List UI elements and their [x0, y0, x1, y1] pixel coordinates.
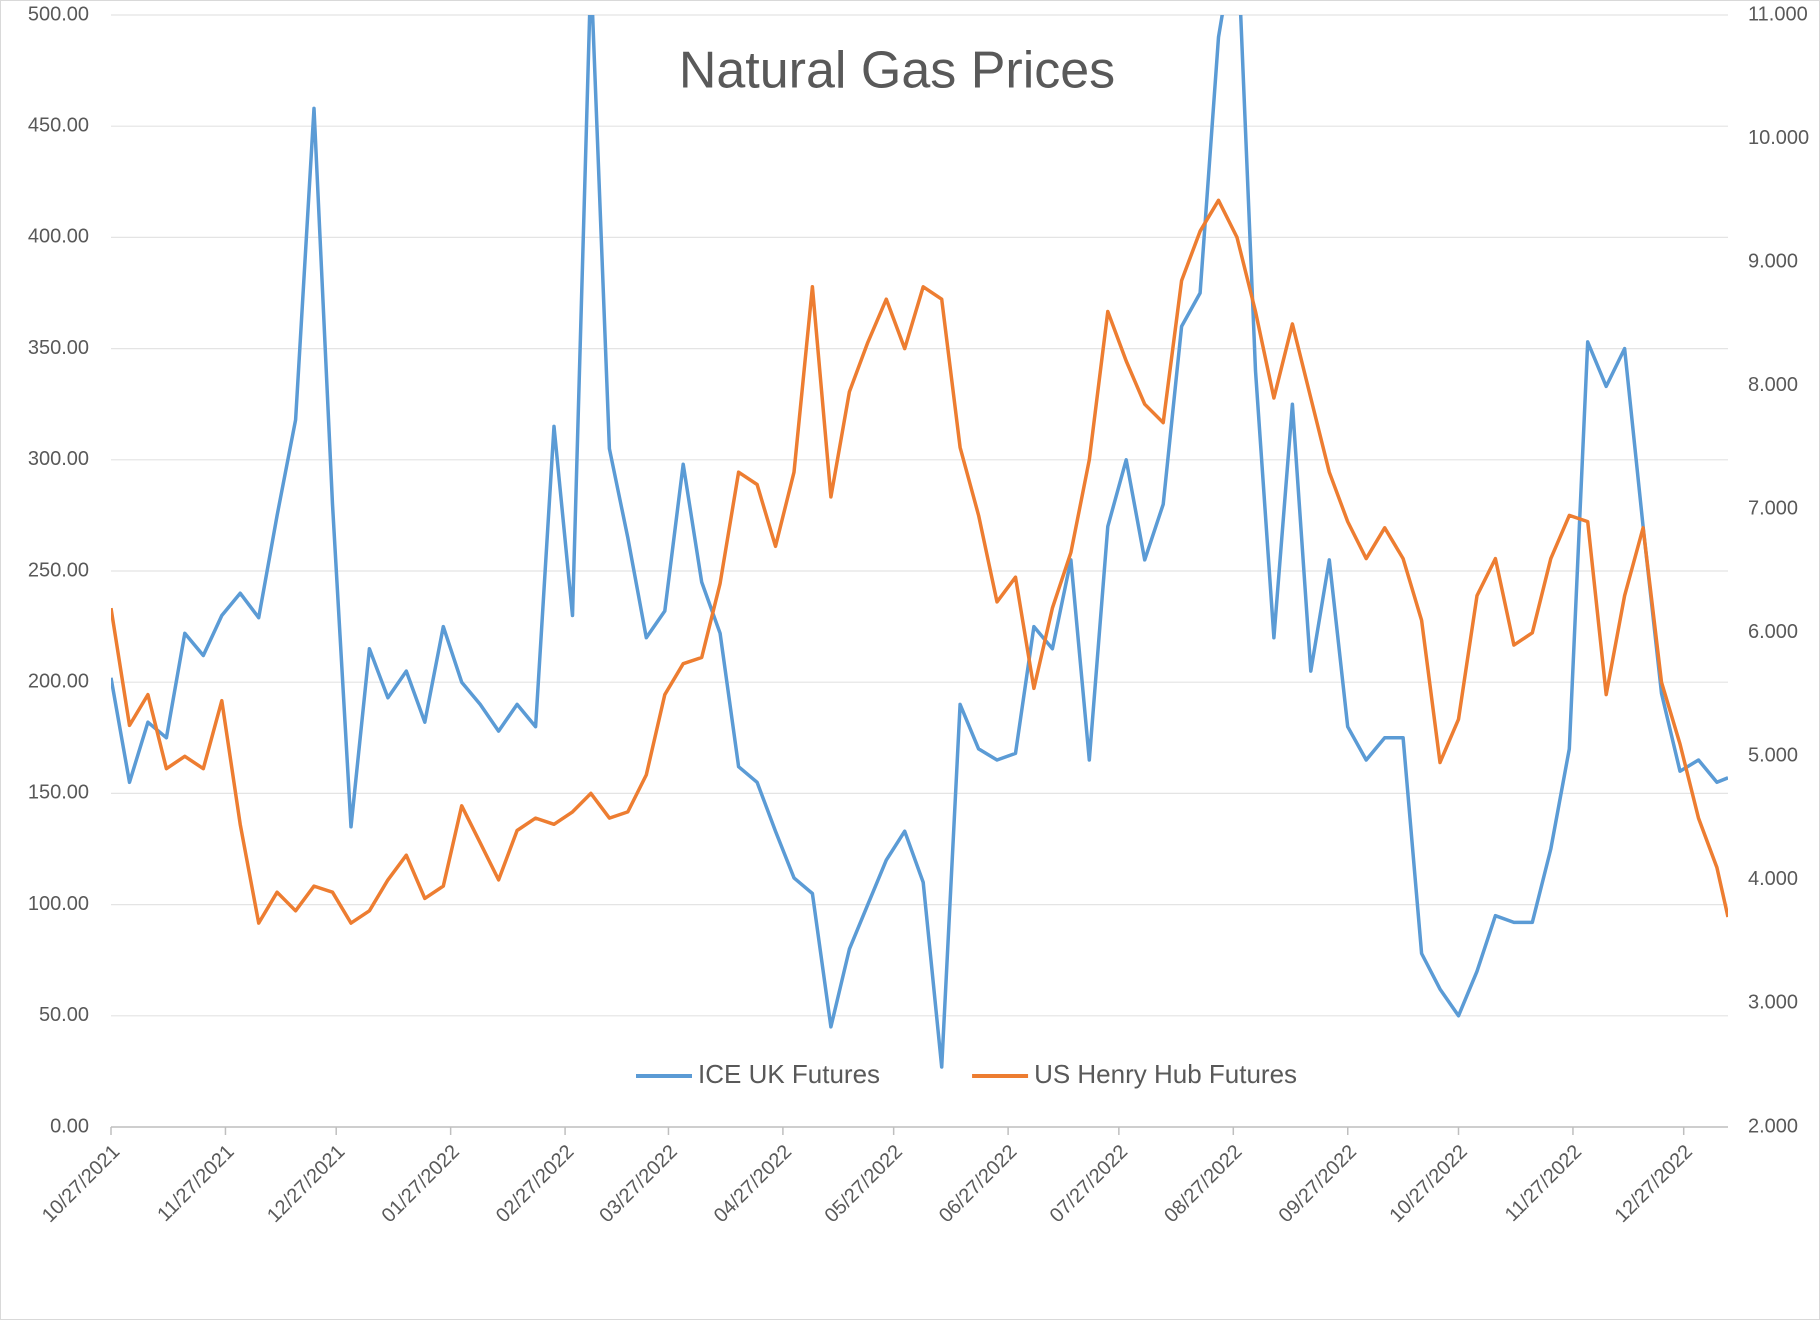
y-tick-label: 0.00	[50, 1115, 89, 1137]
y-tick-label: 100.00	[28, 893, 89, 915]
y-tick-label: 300.00	[28, 448, 89, 470]
legend-label: US Henry Hub Futures	[1034, 1059, 1297, 1089]
y2-tick-label: 9.000	[1748, 250, 1798, 272]
y2-tick-label: 7.000	[1748, 498, 1798, 520]
y2-tick-label: 4.000	[1748, 868, 1798, 890]
series-line	[111, 15, 1728, 1069]
y-tick-label: 400.00	[28, 226, 89, 248]
y2-tick-label: 6.000	[1748, 621, 1798, 643]
y2-tick-label: 5.000	[1748, 745, 1798, 767]
y-tick-label: 200.00	[28, 670, 89, 692]
y2-tick-label: 3.000	[1748, 992, 1798, 1014]
legend-label: ICE UK Futures	[698, 1059, 880, 1089]
y2-tick-label: 11.000	[1748, 3, 1808, 25]
y2-tick-label: 2.000	[1748, 1115, 1798, 1137]
y-tick-label: 500.00	[28, 3, 89, 25]
y-tick-label: 50.00	[39, 1004, 89, 1026]
series-line	[111, 198, 1728, 925]
y2-tick-label: 8.000	[1748, 374, 1798, 396]
y-tick-label: 150.00	[28, 782, 89, 804]
chart-title: Natural Gas Prices	[679, 42, 1115, 100]
y-tick-label: 350.00	[28, 337, 89, 359]
y-tick-label: 450.00	[28, 114, 89, 136]
y-tick-label: 250.00	[28, 559, 89, 581]
plot-area	[111, 15, 1728, 1069]
y2-tick-label: 10.000	[1748, 127, 1809, 149]
